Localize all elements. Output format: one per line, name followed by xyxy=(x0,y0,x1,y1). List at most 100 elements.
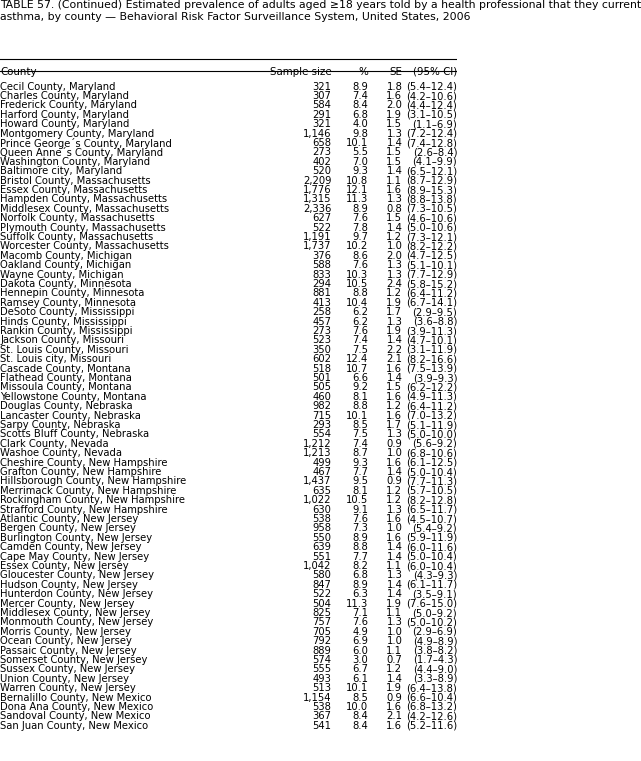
Text: 1,022: 1,022 xyxy=(303,495,331,505)
Text: (5.4–9.2): (5.4–9.2) xyxy=(413,524,457,533)
Text: 7.6: 7.6 xyxy=(352,514,368,524)
Text: Yellowstone County, Montana: Yellowstone County, Montana xyxy=(0,392,147,402)
Text: 1.0: 1.0 xyxy=(387,241,403,251)
Text: 550: 550 xyxy=(312,533,331,543)
Text: 635: 635 xyxy=(312,486,331,496)
Text: Lancaster County, Nebraska: Lancaster County, Nebraska xyxy=(0,411,141,421)
Text: 10.7: 10.7 xyxy=(345,364,368,374)
Text: Missoula County, Montana: Missoula County, Montana xyxy=(0,383,131,393)
Text: 7.5: 7.5 xyxy=(352,429,368,439)
Text: 1.3: 1.3 xyxy=(387,505,403,514)
Text: (4.3–9.3): (4.3–9.3) xyxy=(413,571,457,581)
Text: (5.1–10.1): (5.1–10.1) xyxy=(406,260,457,270)
Text: Oakland County, Michigan: Oakland County, Michigan xyxy=(0,260,131,270)
Text: (2.6–8.4): (2.6–8.4) xyxy=(413,148,457,158)
Text: (5.7–10.5): (5.7–10.5) xyxy=(406,486,457,496)
Text: 1.4: 1.4 xyxy=(387,336,403,345)
Text: (6.1–12.5): (6.1–12.5) xyxy=(406,457,457,467)
Text: 881: 881 xyxy=(313,288,331,298)
Text: 10.5: 10.5 xyxy=(345,495,368,505)
Text: 294: 294 xyxy=(312,279,331,289)
Text: Harford County, Maryland: Harford County, Maryland xyxy=(0,110,129,120)
Text: 460: 460 xyxy=(313,392,331,402)
Text: (4.6–10.6): (4.6–10.6) xyxy=(406,213,457,223)
Text: 1.3: 1.3 xyxy=(387,269,403,279)
Text: 1.6: 1.6 xyxy=(387,411,403,421)
Text: 541: 541 xyxy=(312,721,331,731)
Text: 847: 847 xyxy=(313,580,331,590)
Text: 10.3: 10.3 xyxy=(346,269,368,279)
Text: (7.5–13.9): (7.5–13.9) xyxy=(406,364,457,374)
Text: St. Louis County, Missouri: St. Louis County, Missouri xyxy=(0,345,128,355)
Text: 889: 889 xyxy=(313,645,331,655)
Text: (5.2–11.6): (5.2–11.6) xyxy=(406,721,457,731)
Text: 7.6: 7.6 xyxy=(352,326,368,336)
Text: 1,776: 1,776 xyxy=(303,185,331,195)
Text: Worcester County, Massachusetts: Worcester County, Massachusetts xyxy=(0,241,169,251)
Text: 1.1: 1.1 xyxy=(387,176,403,186)
Text: (3.8–8.2): (3.8–8.2) xyxy=(413,645,457,655)
Text: (3.1–10.5): (3.1–10.5) xyxy=(406,110,457,120)
Text: 7.1: 7.1 xyxy=(352,608,368,618)
Text: (6.0–10.4): (6.0–10.4) xyxy=(406,561,457,571)
Text: (8.2–12.2): (8.2–12.2) xyxy=(406,241,457,251)
Text: 958: 958 xyxy=(312,524,331,533)
Text: (8.2–12.8): (8.2–12.8) xyxy=(406,495,457,505)
Text: 1.6: 1.6 xyxy=(387,514,403,524)
Text: St. Louis city, Missouri: St. Louis city, Missouri xyxy=(0,354,112,365)
Text: Ocean County, New Jersey: Ocean County, New Jersey xyxy=(0,636,132,646)
Text: (8.9–15.3): (8.9–15.3) xyxy=(406,185,457,195)
Text: 467: 467 xyxy=(312,467,331,477)
Text: Union County, New Jersey: Union County, New Jersey xyxy=(0,673,129,684)
Text: (8.7–12.9): (8.7–12.9) xyxy=(406,176,457,186)
Text: Frederick County, Maryland: Frederick County, Maryland xyxy=(0,100,137,110)
Text: (2.9–9.5): (2.9–9.5) xyxy=(412,307,457,317)
Text: Sussex County, New Jersey: Sussex County, New Jersey xyxy=(0,664,135,674)
Text: (8.2–16.6): (8.2–16.6) xyxy=(406,354,457,365)
Text: 493: 493 xyxy=(313,673,331,684)
Text: 7.4: 7.4 xyxy=(352,91,368,101)
Text: Merrimack County, New Hampshire: Merrimack County, New Hampshire xyxy=(0,486,176,496)
Text: 8.9: 8.9 xyxy=(352,580,368,590)
Text: Hennepin County, Minnesota: Hennepin County, Minnesota xyxy=(0,288,144,298)
Text: 1.4: 1.4 xyxy=(387,589,403,599)
Text: 1.3: 1.3 xyxy=(387,317,403,326)
Text: 9.8: 9.8 xyxy=(352,129,368,139)
Text: 9.3: 9.3 xyxy=(352,457,368,467)
Text: DeSoto County, Mississippi: DeSoto County, Mississippi xyxy=(0,307,135,317)
Text: (6.4–11.2): (6.4–11.2) xyxy=(406,401,457,411)
Text: 258: 258 xyxy=(312,307,331,317)
Text: 8.7: 8.7 xyxy=(352,448,368,458)
Text: 1.2: 1.2 xyxy=(387,288,403,298)
Text: (4.4–9.0): (4.4–9.0) xyxy=(413,664,457,674)
Text: 0.9: 0.9 xyxy=(387,476,403,486)
Text: 630: 630 xyxy=(313,505,331,514)
Text: (8.8–13.8): (8.8–13.8) xyxy=(406,195,457,205)
Text: 10.4: 10.4 xyxy=(346,298,368,308)
Text: (6.4–11.2): (6.4–11.2) xyxy=(406,288,457,298)
Text: (4.1–9.9): (4.1–9.9) xyxy=(413,157,457,167)
Text: 1,146: 1,146 xyxy=(303,129,331,139)
Text: 4.9: 4.9 xyxy=(352,627,368,637)
Text: Hunterdon County, New Jersey: Hunterdon County, New Jersey xyxy=(0,589,153,599)
Text: 1.6: 1.6 xyxy=(387,91,403,101)
Text: 293: 293 xyxy=(312,420,331,430)
Text: 1.0: 1.0 xyxy=(387,636,403,646)
Text: 1.3: 1.3 xyxy=(387,260,403,270)
Text: 2.0: 2.0 xyxy=(387,100,403,110)
Text: 8.8: 8.8 xyxy=(353,288,368,298)
Text: 1.9: 1.9 xyxy=(387,110,403,120)
Text: 1.5: 1.5 xyxy=(387,383,403,393)
Text: 12.1: 12.1 xyxy=(345,185,368,195)
Text: 6.9: 6.9 xyxy=(352,636,368,646)
Text: (3.6–8.8): (3.6–8.8) xyxy=(413,317,457,326)
Text: (5.4–12.4): (5.4–12.4) xyxy=(406,81,457,91)
Text: 982: 982 xyxy=(312,401,331,411)
Text: 1.4: 1.4 xyxy=(387,673,403,684)
Text: 321: 321 xyxy=(312,81,331,91)
Text: 1.0: 1.0 xyxy=(387,524,403,533)
Text: (5.0–10.4): (5.0–10.4) xyxy=(406,552,457,562)
Text: 499: 499 xyxy=(312,457,331,467)
Text: Flathead County, Montana: Flathead County, Montana xyxy=(0,373,132,383)
Text: Cape May County, New Jersey: Cape May County, New Jersey xyxy=(0,552,149,562)
